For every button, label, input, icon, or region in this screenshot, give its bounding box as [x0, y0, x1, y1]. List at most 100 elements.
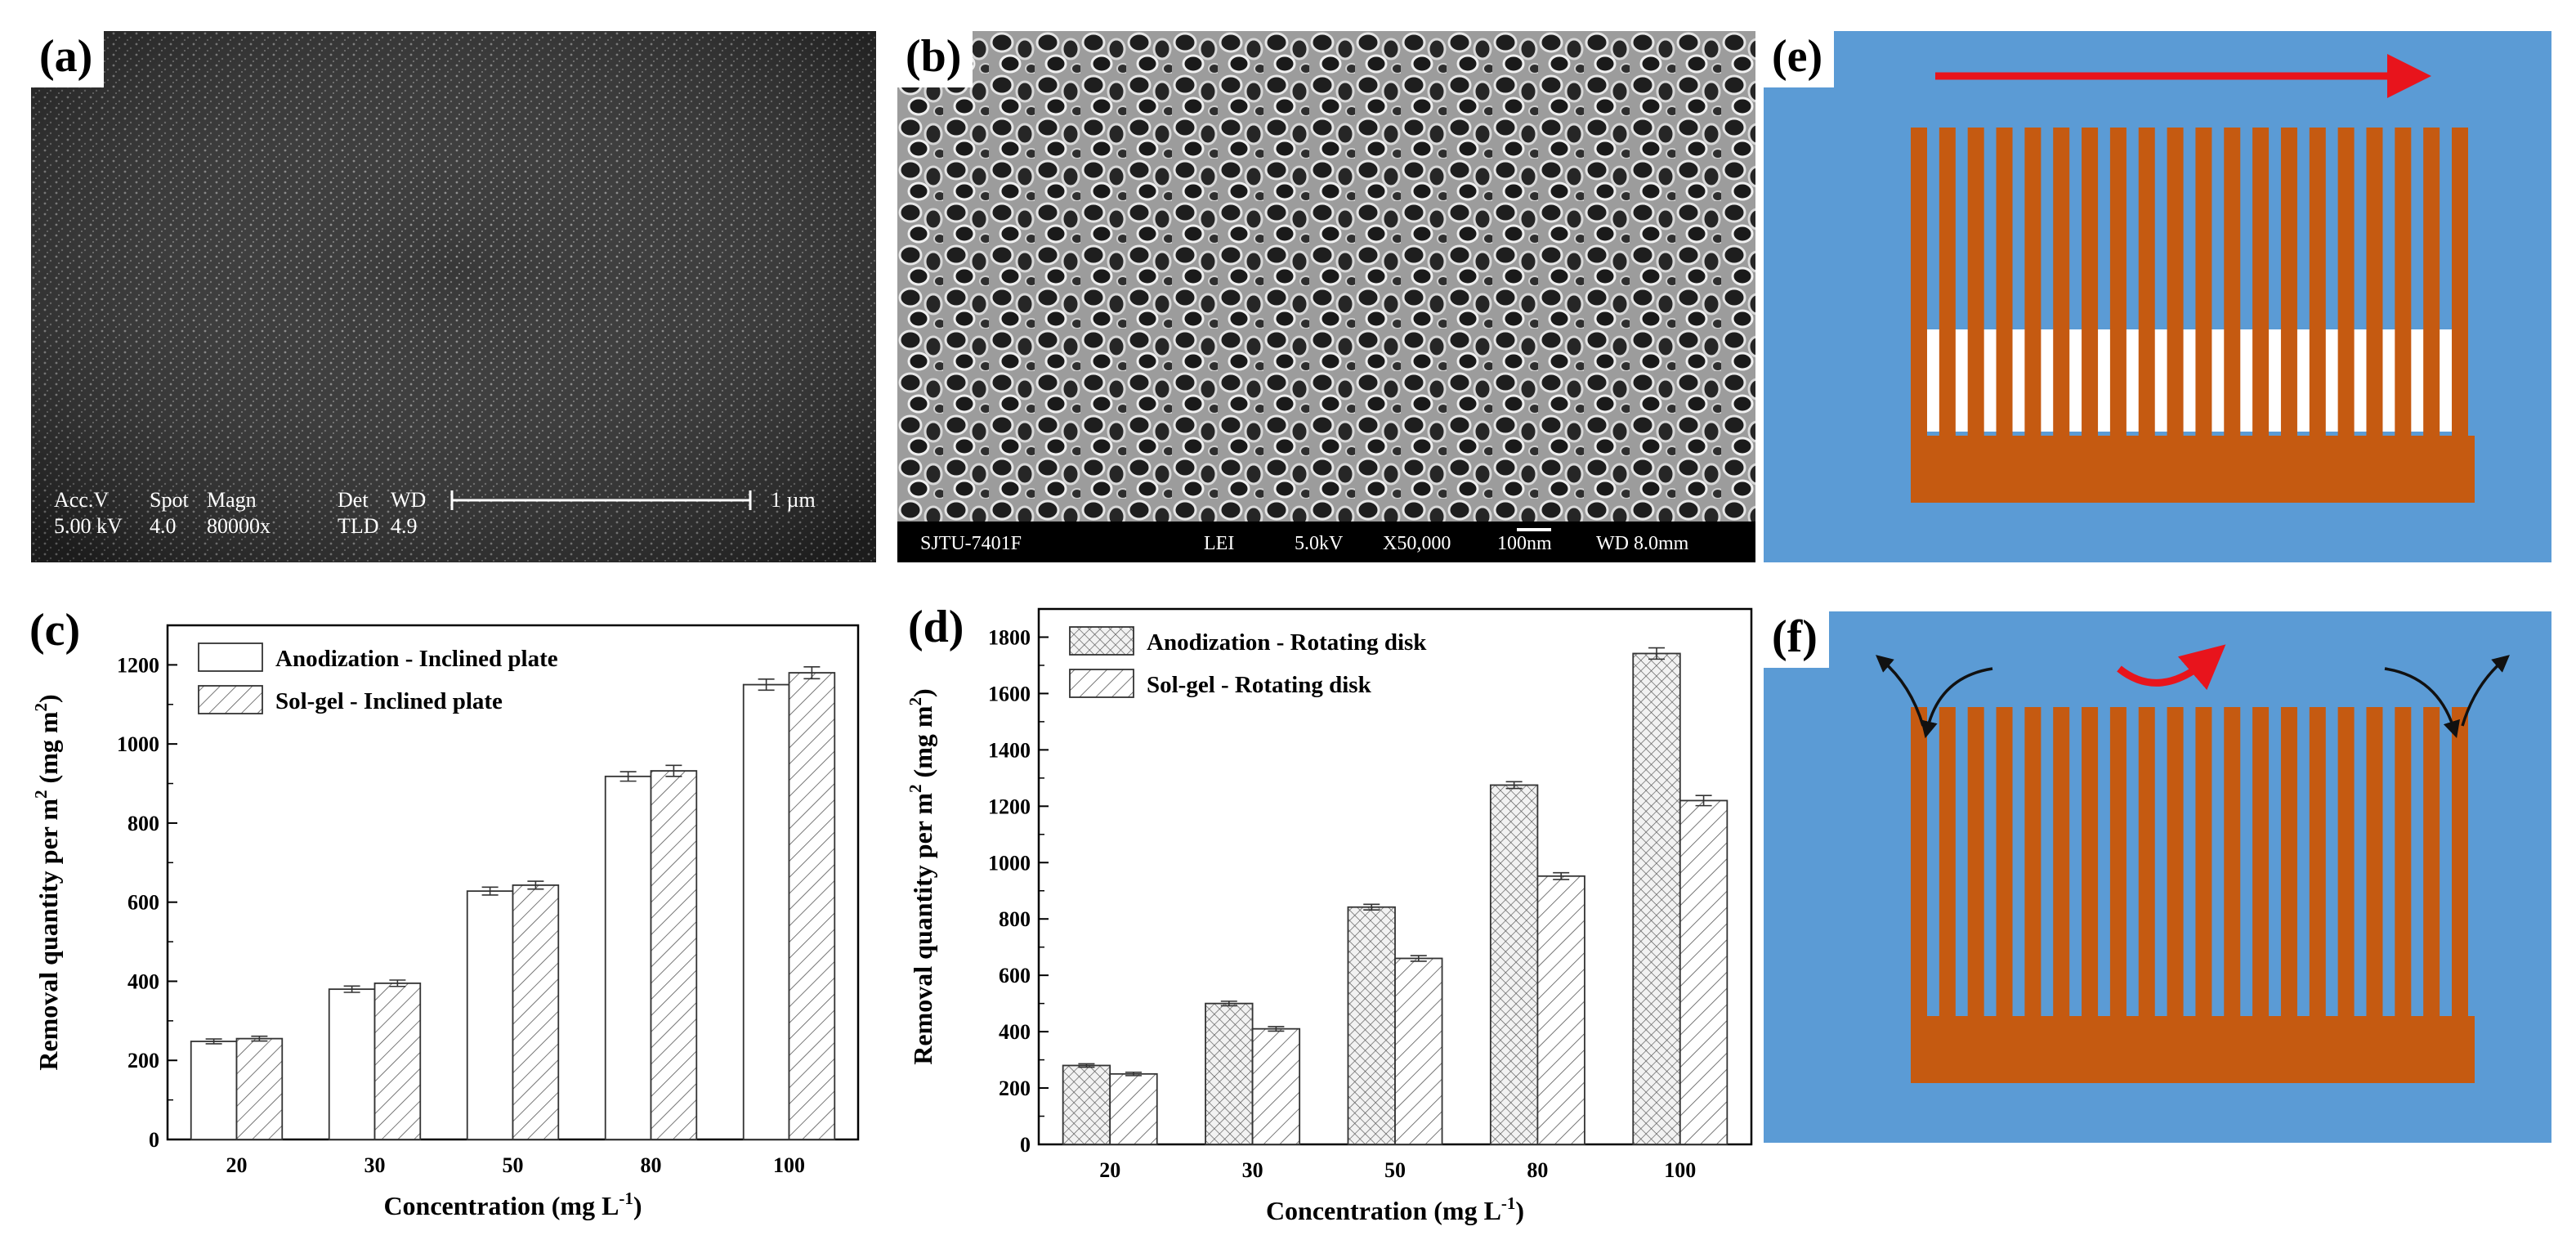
fin-array — [1911, 128, 2468, 440]
bar — [1489, 784, 1539, 1145]
y-tick-label: 1000 — [117, 732, 159, 756]
x-axis-label: Concentration (mg L-1) — [383, 1189, 642, 1220]
bar — [788, 672, 836, 1140]
fin — [2109, 128, 2127, 440]
sem-a-scalebar — [450, 490, 752, 510]
x-tick-label: 30 — [364, 1153, 386, 1177]
legend-label: Sol-gel - Rotating disk — [1147, 672, 1372, 698]
rotation-arrow — [2117, 644, 2226, 691]
bar — [604, 775, 652, 1140]
x-tick-label: 50 — [1384, 1158, 1406, 1182]
sem-a-meta-magn: Magn — [207, 488, 257, 512]
fin — [2082, 707, 2099, 1020]
legend-label: Sol-gel - Inclined plate — [275, 688, 503, 714]
y-tick-label: 1200 — [117, 653, 159, 677]
bar — [1251, 1027, 1301, 1145]
panel-label-a: (a) — [31, 31, 105, 87]
fin — [1911, 128, 1927, 440]
fin — [2053, 707, 2070, 1020]
panel-d-chart: 0 200 400 600 800 1000 1200 1400 1600 1800 20 30 50 8… — [887, 582, 1757, 1254]
bar — [650, 770, 698, 1140]
fin — [2423, 707, 2440, 1020]
sem-a-scalebar-label: 1 µm — [771, 488, 816, 512]
panel-label-e: (e) — [1764, 31, 1835, 87]
air-gap — [1911, 329, 2466, 432]
fin — [2053, 128, 2070, 440]
fin — [2195, 128, 2212, 440]
bar — [1347, 906, 1396, 1145]
fin — [2138, 707, 2155, 1020]
y-tick-label: 1600 — [988, 682, 1031, 705]
fin — [2252, 707, 2270, 1020]
legend-swatch — [198, 642, 263, 672]
bar-chart-inclined-plate: 0 200 400 600 800 1000 1200 20 30 50 80 100 Anodizat… — [31, 624, 860, 1220]
x-tick-label: 80 — [1527, 1158, 1548, 1182]
y-tick-label: 0 — [149, 1128, 159, 1152]
panel-label-f: (f) — [1764, 611, 1829, 668]
bar — [1394, 957, 1443, 1145]
bar-chart-rotating-disk: 0 200 400 600 800 1000 1200 1400 1600 1800 20 30 50 8… — [906, 607, 1753, 1225]
legend-swatch — [1069, 669, 1134, 698]
bar — [1679, 799, 1729, 1145]
y-tick-label: 400 — [999, 1020, 1031, 1044]
fin — [2395, 128, 2412, 440]
panel-label-d: (d) — [908, 602, 964, 652]
y-tick-label: 200 — [999, 1077, 1031, 1100]
fin — [1996, 128, 2013, 440]
y-axis-label: Removal quantity per m2 (mg m2) — [906, 688, 937, 1064]
flow-in-arrow-right — [2384, 667, 2460, 739]
legend-label: Anodization - Rotating disk — [1147, 629, 1427, 656]
y-tick-label: 1400 — [988, 738, 1031, 762]
fin — [2224, 707, 2241, 1020]
bar — [466, 890, 514, 1140]
bar — [512, 884, 560, 1140]
fin — [2167, 707, 2184, 1020]
sem-a-meta-det: Det — [338, 488, 369, 512]
sem-texture-b: SJTU-7401F LEI 5.0kV X50,000 100nm WD 8.… — [897, 31, 1755, 562]
x-tick-label: 100 — [1664, 1158, 1696, 1182]
disk-base — [1911, 1016, 2475, 1083]
panel-a-sem-image: (a) Acc.V Spot Magn Det WD 5.00 kV 4.0 8… — [31, 31, 876, 562]
sem-a-meta-spot: Spot — [150, 488, 189, 512]
legend-swatch — [1069, 626, 1134, 656]
bar — [1632, 652, 1681, 1145]
bar — [190, 1041, 238, 1140]
fin — [2309, 707, 2326, 1020]
y-tick-label: 1800 — [988, 625, 1031, 649]
fin — [2024, 707, 2042, 1020]
y-tick-label: 800 — [127, 812, 159, 835]
x-tick-label: 20 — [1099, 1158, 1120, 1182]
bar — [1109, 1072, 1158, 1145]
x-tick-label: 20 — [226, 1153, 248, 1177]
fin — [1939, 128, 1956, 440]
fin — [1996, 707, 2013, 1020]
sem-a-meta-magnval: 80000x — [207, 514, 271, 538]
flow-out-arrow-left — [1876, 655, 1925, 727]
sem-b-instrument: SJTU-7401F — [920, 533, 1022, 554]
fin — [2195, 707, 2212, 1020]
sem-a-meta-kv: 5.00 kV — [54, 514, 123, 538]
fin — [1939, 707, 1956, 1020]
panel-label-b: (b) — [897, 31, 973, 87]
sem-b-wd: WD 8.0mm — [1596, 533, 1689, 554]
fin — [2280, 707, 2297, 1020]
panel-b-sem-image: SJTU-7401F LEI 5.0kV X50,000 100nm WD 8.… — [897, 31, 1755, 562]
y-tick-label: 1200 — [988, 795, 1031, 818]
legend-label: Anodization - Inclined plate — [275, 646, 558, 672]
y-tick-label: 600 — [999, 964, 1031, 987]
y-tick-label: 1000 — [988, 851, 1031, 875]
x-tick-label: 100 — [773, 1153, 805, 1177]
bar — [1205, 1002, 1254, 1145]
flow-out-arrow-right — [2461, 655, 2510, 727]
fin — [2109, 707, 2127, 1020]
fin — [2337, 128, 2355, 440]
sem-a-meta-wd: WD — [391, 488, 426, 512]
sem-a-meta-wdval: 4.9 — [391, 514, 418, 538]
schematic-f — [1764, 611, 2551, 1143]
y-tick-label: 800 — [999, 907, 1031, 931]
fin — [2366, 707, 2383, 1020]
fin — [1967, 707, 1984, 1020]
panel-c-chart: 0 200 400 600 800 1000 1200 20 30 50 80 100 Anodizat… — [0, 582, 887, 1254]
fin — [2366, 128, 2383, 440]
fin — [1967, 128, 1984, 440]
